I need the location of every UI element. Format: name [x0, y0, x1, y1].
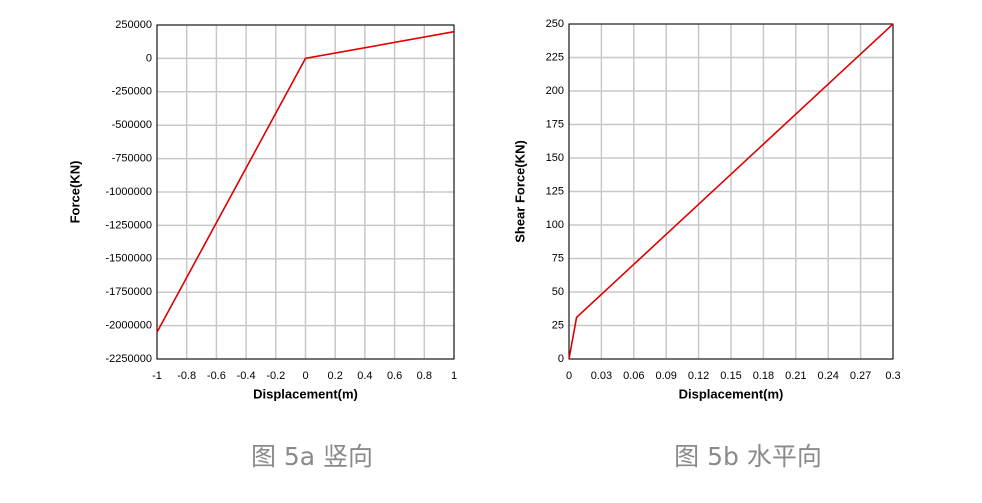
x-tick-label: 0.21 [785, 370, 806, 382]
x-tick-label: 0 [302, 370, 308, 382]
y-tick-label: 0 [558, 353, 564, 365]
x-tick-label: 0.6 [387, 370, 402, 382]
y-tick-label: -1250000 [106, 219, 153, 231]
y-tick-label: -750000 [112, 153, 152, 165]
x-axis-title: Displacement(m) [253, 386, 358, 401]
x-tick-label: 0.12 [688, 370, 709, 382]
y-axis-title: Force(KN) [67, 161, 82, 224]
y-tick-label: 125 [546, 185, 564, 197]
y-tick-label: -1500000 [106, 253, 153, 265]
x-axis-title: Displacement(m) [679, 386, 784, 401]
y-tick-label: -2000000 [106, 320, 153, 332]
y-tick-label: 75 [552, 252, 564, 264]
x-tick-label: 0.09 [655, 370, 676, 382]
y-tick-label: 200 [546, 85, 564, 97]
y-tick-label: 225 [546, 51, 564, 63]
x-tick-label: 0.8 [417, 370, 432, 382]
plot-frame [568, 23, 894, 360]
y-axis-title: Shear Force(KN) [512, 140, 527, 243]
y-tick-label: -500000 [112, 119, 152, 131]
x-tick-label: 0.18 [753, 370, 774, 382]
x-tick-label: 0.3 [885, 370, 900, 382]
x-tick-label: 0 [566, 370, 572, 382]
y-tick-label: 50 [552, 286, 564, 298]
y-tick-label: 250000 [115, 19, 152, 31]
x-tick-label: 0.06 [623, 370, 644, 382]
caption: 图 5a 竖向 [251, 442, 373, 471]
y-tick-label: -2250000 [106, 353, 153, 365]
plot-frame [156, 24, 455, 360]
y-tick-label: -1000000 [106, 186, 153, 198]
x-tick-label: -0.6 [207, 370, 226, 382]
x-tick-label: 0.03 [591, 370, 612, 382]
x-tick-label: 1 [451, 370, 457, 382]
y-tick-label: 0 [146, 52, 152, 64]
data-line [156, 30, 455, 333]
caption: 图 5b 水平向 [674, 442, 822, 471]
y-tick-label: 250 [546, 18, 564, 30]
data-line [568, 23, 894, 360]
x-tick-label: 0.24 [817, 370, 838, 382]
y-tick-label: 175 [546, 118, 564, 130]
x-tick-label: -1 [152, 370, 162, 382]
x-tick-label: -0.4 [237, 370, 256, 382]
x-tick-label: 0.27 [850, 370, 871, 382]
x-tick-label: 0.15 [720, 370, 741, 382]
y-tick-label: -250000 [112, 86, 152, 98]
x-tick-label: -0.8 [177, 370, 196, 382]
x-tick-label: 0.2 [328, 370, 343, 382]
y-tick-label: -1750000 [106, 286, 153, 298]
x-tick-label: -0.2 [266, 370, 285, 382]
y-tick-label: 100 [546, 219, 564, 231]
x-tick-label: 0.4 [357, 370, 372, 382]
y-tick-label: 150 [546, 152, 564, 164]
y-tick-label: 25 [552, 319, 564, 331]
